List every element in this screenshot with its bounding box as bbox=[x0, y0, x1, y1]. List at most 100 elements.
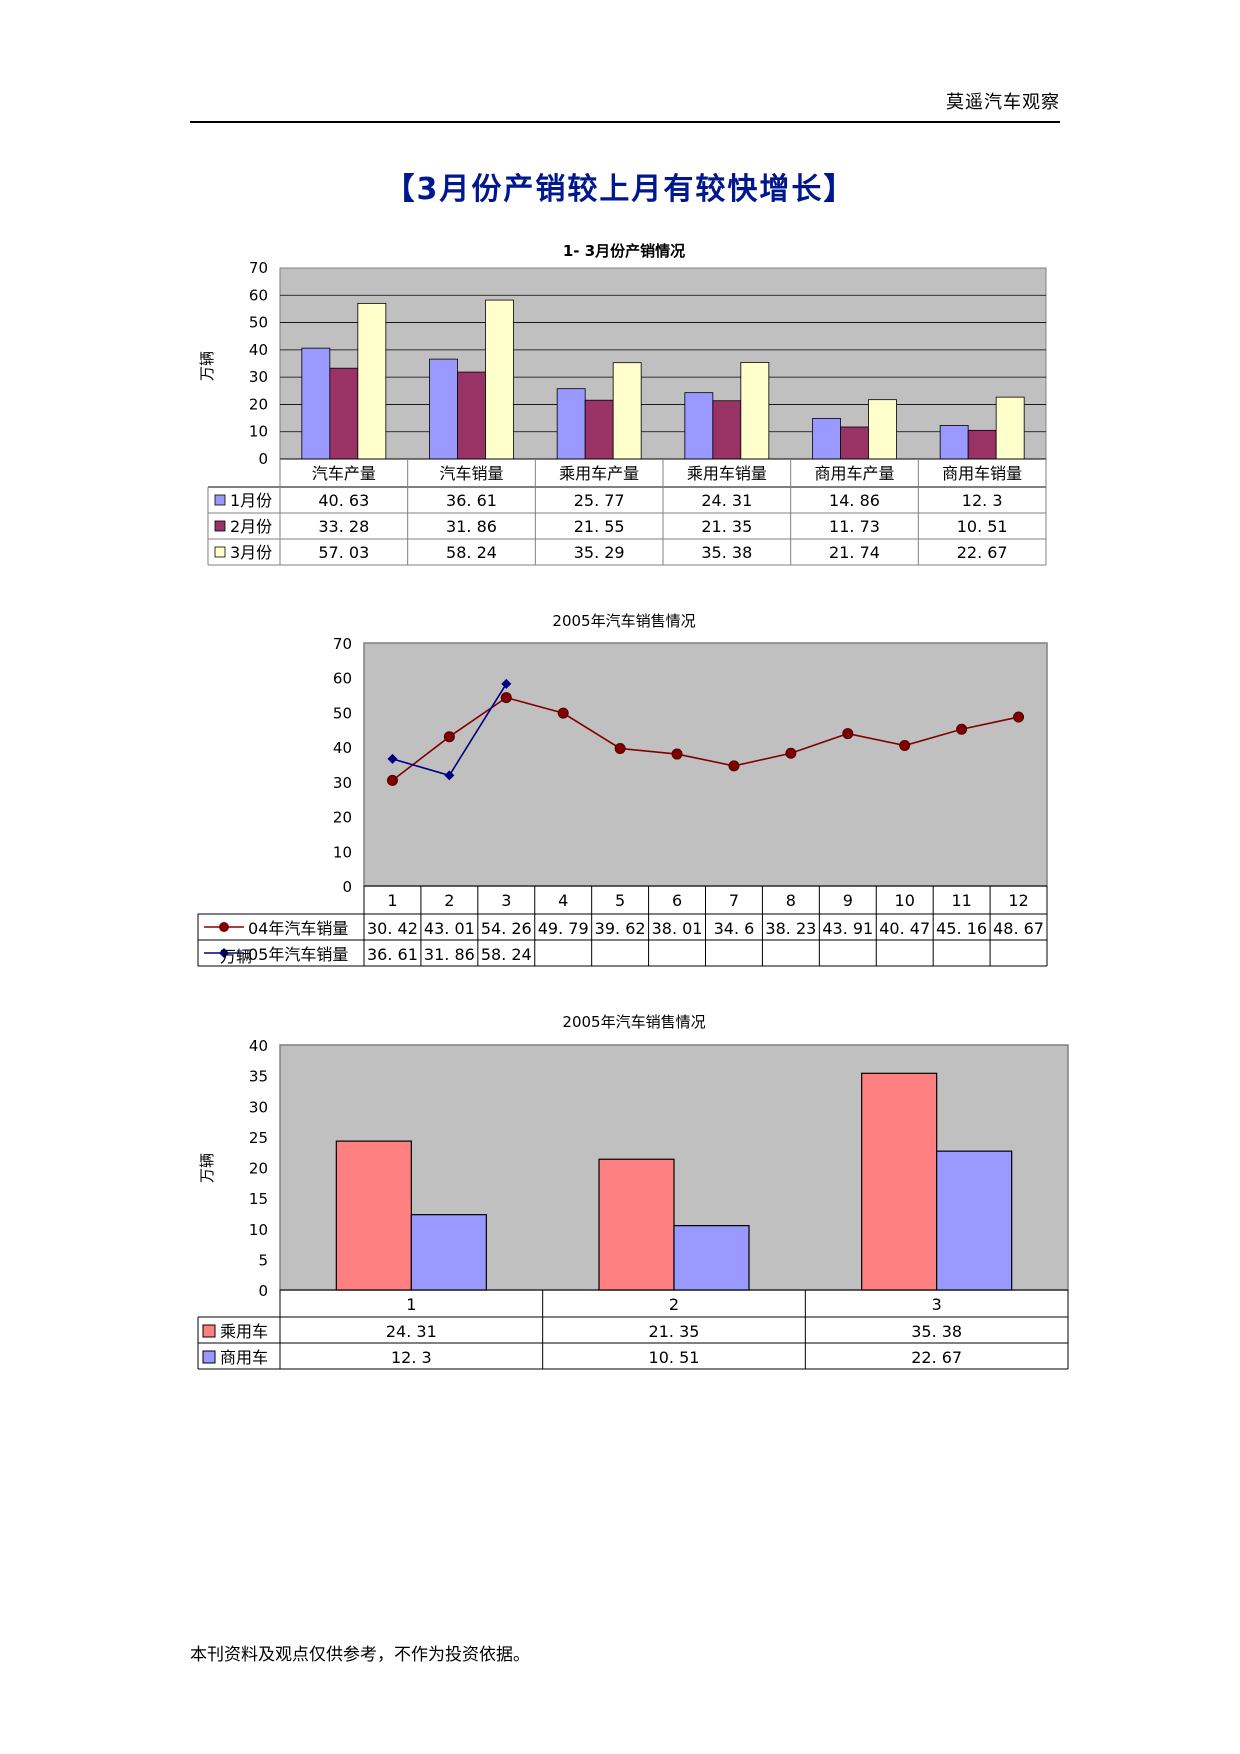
chart-1-ytick: 60 bbox=[249, 286, 268, 304]
chart-2-ytick: 70 bbox=[333, 635, 352, 653]
chart-1-bar bbox=[995, 396, 1025, 460]
chart-2-ytick: 60 bbox=[333, 670, 352, 688]
chart-3-legend-label: 商用车 bbox=[220, 1348, 268, 1367]
disclaimer: 本刊资料及观点仅供参考，不作为投资依据。 bbox=[190, 1645, 530, 1665]
chart-2-point bbox=[956, 723, 968, 735]
chart-2-overlap-label: 万辆 bbox=[220, 947, 252, 966]
chart-1-title: 1- 3月份产销情况 bbox=[563, 242, 685, 260]
chart-2-ytick: 20 bbox=[333, 809, 352, 827]
chart-1-data-label: 57. 03 bbox=[318, 543, 369, 562]
chart-2-legend-marker bbox=[219, 948, 229, 958]
chart-1-bar bbox=[357, 302, 387, 460]
chart-2-plot-area bbox=[363, 642, 1048, 887]
chart-3-data-label: 10. 51 bbox=[649, 1348, 700, 1367]
chart-3-legend-label: 乘用车 bbox=[220, 1322, 268, 1341]
chart-3-legend-swatch bbox=[202, 1350, 216, 1364]
chart-1-category-label: 乘用车产量 bbox=[559, 464, 639, 483]
chart-2-category-label: 3 bbox=[501, 891, 511, 910]
chart-2-legend-label: 04年汽车销量 bbox=[248, 919, 348, 938]
chart-3-data-label: 35. 38 bbox=[911, 1322, 962, 1341]
chart-1-data-label: 58. 24 bbox=[446, 543, 497, 562]
chart-1-data-label: 21. 74 bbox=[829, 543, 880, 562]
chart-1-ytick: 10 bbox=[249, 423, 268, 441]
chart-3: 2005年汽车销售情况 万辆 0 5 10 15 20 25 30 35 40 1 2 3 乘用车 24.… bbox=[197, 1013, 1069, 1370]
chart-1-data-label: 35. 29 bbox=[574, 543, 625, 562]
chart-2-ytick: 30 bbox=[333, 774, 352, 792]
chart-1-bar bbox=[812, 418, 841, 460]
chart-2-point bbox=[557, 707, 569, 719]
chart-2-category-label: 1 bbox=[387, 891, 397, 910]
chart-3-data-label: 21. 35 bbox=[649, 1322, 700, 1341]
chart-2-data-label: 39. 62 bbox=[595, 919, 646, 938]
chart-1-data-label: 21. 55 bbox=[574, 517, 625, 536]
chart-1-bar bbox=[584, 399, 614, 460]
chart-2-category-label: 6 bbox=[672, 891, 682, 910]
chart-1-ytick: 70 bbox=[249, 259, 268, 277]
chart-3-ylabel: 万辆 bbox=[198, 1153, 216, 1183]
chart-1-bar bbox=[301, 347, 331, 460]
chart-1-ytick: 30 bbox=[249, 368, 268, 386]
chart-3-bar bbox=[861, 1072, 938, 1291]
chart-1-data-label: 11. 73 bbox=[829, 517, 880, 536]
chart-1-legend-swatch bbox=[214, 520, 226, 532]
chart-2-point bbox=[501, 678, 512, 689]
chart-2-ytick: 0 bbox=[342, 878, 352, 896]
chart-1-bar bbox=[329, 367, 359, 460]
chart-2-data-label: 54. 26 bbox=[481, 919, 532, 938]
chart-2-legend-label: 05年汽车销量 bbox=[248, 945, 348, 964]
chart-1-bar bbox=[684, 392, 714, 460]
chart-1-legend-label: 3月份 bbox=[230, 543, 272, 562]
chart-2-point bbox=[728, 760, 740, 772]
chart-1-category-label: 商用车销量 bbox=[942, 464, 1022, 483]
chart-1-data-label: 12. 3 bbox=[962, 491, 1003, 510]
chart-2-category-label: 8 bbox=[786, 891, 796, 910]
chart-3-title: 2005年汽车销售情况 bbox=[562, 1013, 705, 1031]
chart-1-bar bbox=[612, 362, 642, 460]
chart-1-category-label: 乘用车销量 bbox=[687, 464, 767, 483]
chart-1-data-label: 36. 61 bbox=[446, 491, 497, 510]
chart-2-title: 2005年汽车销售情况 bbox=[552, 612, 695, 630]
chart-1-plot-area bbox=[279, 267, 1047, 460]
chart-2-point bbox=[1013, 711, 1025, 723]
chart-3-data-label: 24. 31 bbox=[386, 1322, 437, 1341]
chart-3-category-label: 2 bbox=[669, 1295, 679, 1314]
chart-2-point bbox=[444, 770, 455, 781]
chart-2-point bbox=[500, 692, 512, 704]
chart-2-data-label: 48. 67 bbox=[993, 919, 1044, 938]
chart-2-point bbox=[386, 774, 398, 786]
chart-1-bar bbox=[840, 426, 869, 460]
chart-3-bar bbox=[673, 1225, 750, 1291]
chart-1-ytick: 20 bbox=[249, 395, 268, 413]
chart-2-data-label: 36. 61 bbox=[367, 945, 418, 964]
chart-2-legend-marker bbox=[219, 922, 229, 932]
chart-1-legend-label: 1月份 bbox=[230, 491, 272, 510]
chart-2-series-line bbox=[391, 696, 1019, 782]
chart-2-category-label: 12 bbox=[1008, 891, 1028, 910]
chart-1-legend-label: 2月份 bbox=[230, 517, 272, 536]
chart-2-point bbox=[785, 747, 797, 759]
chart-3-data-label: 22. 67 bbox=[911, 1348, 962, 1367]
chart-2-ytick: 10 bbox=[333, 843, 352, 861]
chart-1-data-label: 14. 86 bbox=[829, 491, 880, 510]
chart-2-point bbox=[842, 728, 854, 740]
chart-2-point bbox=[614, 742, 626, 754]
chart-2-point bbox=[387, 753, 398, 764]
chart-3-ytick: 5 bbox=[258, 1251, 268, 1269]
chart-2-data-label: 34. 6 bbox=[714, 919, 755, 938]
chart-3-ytick: 15 bbox=[249, 1190, 268, 1208]
chart-2-data-label: 49. 79 bbox=[538, 919, 589, 938]
chart-1-category-label: 汽车销量 bbox=[439, 464, 503, 483]
chart-2-point bbox=[899, 740, 911, 752]
chart-3-category-label: 3 bbox=[932, 1295, 942, 1314]
chart-1-data-label: 40. 63 bbox=[318, 491, 369, 510]
chart-1-bar bbox=[868, 399, 897, 460]
chart-3-legend-swatch bbox=[202, 1324, 216, 1338]
chart-3-bar bbox=[410, 1214, 487, 1291]
chart-1-data-label: 22. 67 bbox=[957, 543, 1008, 562]
chart-2-point bbox=[443, 731, 455, 743]
chart-3-ytick: 0 bbox=[258, 1282, 268, 1300]
chart-1-ylabel: 万辆 bbox=[198, 351, 216, 381]
chart-3-bar bbox=[936, 1150, 1013, 1291]
